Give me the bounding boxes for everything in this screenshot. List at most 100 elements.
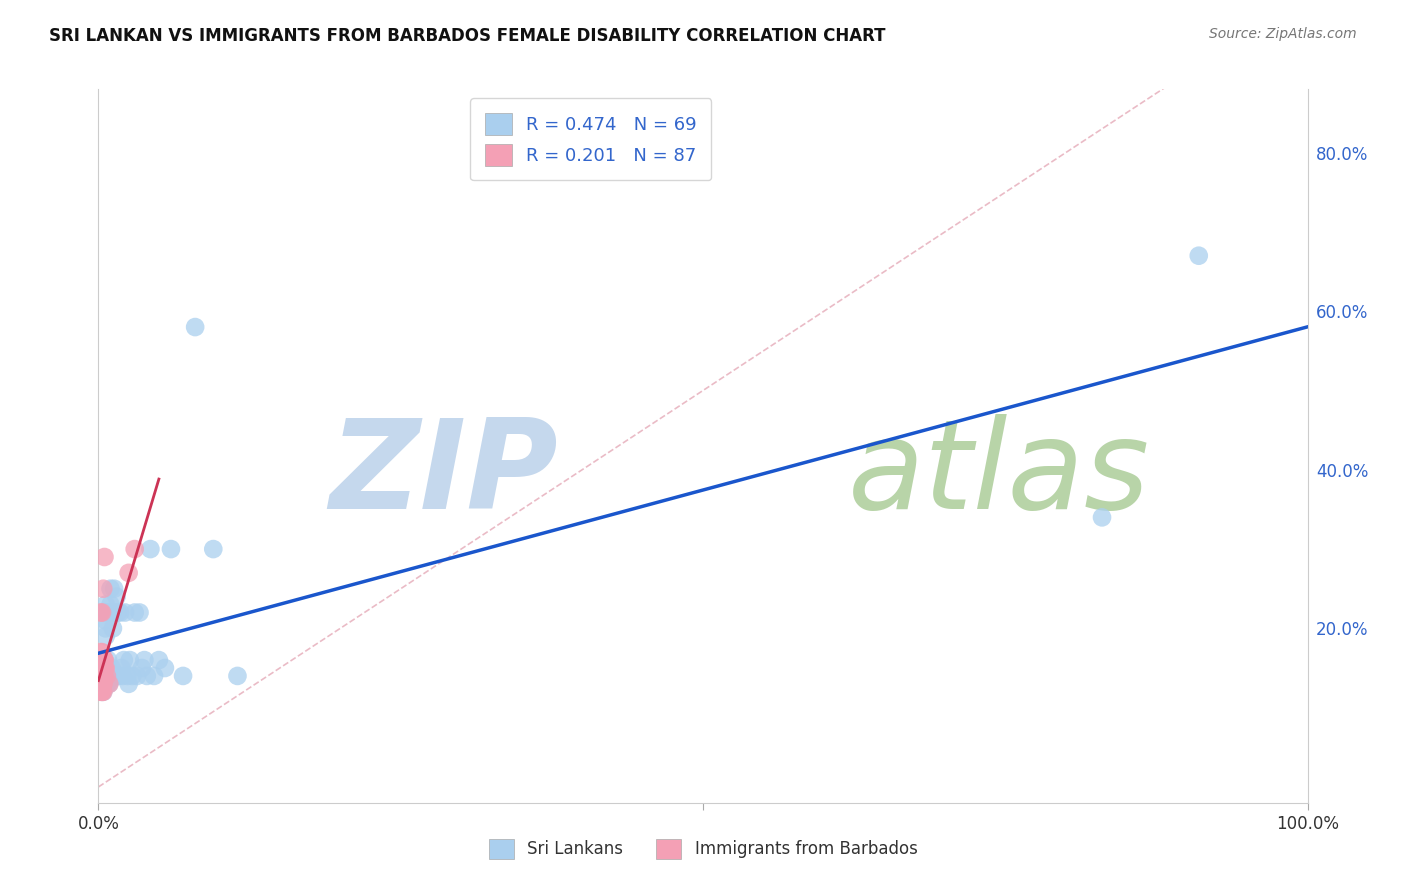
Point	[91, 677, 114, 691]
Point	[90, 677, 112, 691]
Point	[93, 606, 115, 620]
Point	[172, 669, 194, 683]
Point	[91, 661, 114, 675]
Point	[97, 653, 120, 667]
Point	[91, 669, 114, 683]
Point	[121, 669, 143, 683]
Point	[96, 669, 118, 683]
Point	[91, 669, 114, 683]
Point	[90, 653, 112, 667]
Point	[91, 653, 114, 667]
Point	[1188, 249, 1211, 263]
Point	[91, 685, 114, 699]
Point	[105, 590, 128, 604]
Point	[91, 669, 114, 683]
Point	[91, 661, 114, 675]
Point	[96, 606, 118, 620]
Point	[91, 669, 114, 683]
Point	[131, 661, 153, 675]
Point	[91, 669, 114, 683]
Point	[93, 661, 115, 675]
Point	[91, 653, 114, 667]
Point	[91, 685, 114, 699]
Point	[98, 669, 121, 683]
Point	[91, 653, 114, 667]
Point	[124, 542, 146, 557]
Point	[91, 653, 114, 667]
Point	[98, 677, 121, 691]
Point	[91, 669, 114, 683]
Point	[127, 669, 149, 683]
Point	[118, 677, 141, 691]
Point	[91, 653, 114, 667]
Point	[93, 661, 115, 675]
Point	[100, 669, 122, 683]
Point	[91, 661, 114, 675]
Point	[91, 661, 114, 675]
Point	[100, 661, 122, 675]
Point	[91, 677, 114, 691]
Point	[97, 661, 120, 675]
Point	[91, 669, 114, 683]
Point	[91, 653, 114, 667]
Point	[91, 661, 114, 675]
Point	[103, 582, 125, 596]
Point	[101, 606, 124, 620]
Point	[91, 669, 114, 683]
Point	[104, 669, 127, 683]
Point	[112, 653, 135, 667]
Point	[111, 669, 134, 683]
Point	[107, 606, 129, 620]
Point	[100, 582, 122, 596]
Point	[91, 645, 114, 659]
Point	[91, 653, 114, 667]
Point	[91, 661, 114, 675]
Point	[91, 661, 114, 675]
Point	[108, 606, 131, 620]
Point	[90, 653, 112, 667]
Point	[91, 669, 114, 683]
Point	[110, 661, 132, 675]
Point	[90, 677, 112, 691]
Point	[91, 653, 114, 667]
Point	[89, 661, 111, 675]
Point	[93, 653, 115, 667]
Point	[94, 621, 117, 635]
Point	[89, 653, 111, 667]
Point	[91, 677, 114, 691]
Point	[94, 629, 117, 643]
Point	[91, 677, 114, 691]
Point	[96, 677, 118, 691]
Point	[91, 685, 114, 699]
Point	[91, 669, 114, 683]
Text: atlas: atlas	[848, 414, 1150, 535]
Point	[118, 566, 141, 580]
Point	[91, 653, 114, 667]
Point	[202, 542, 225, 557]
Point	[91, 669, 114, 683]
Point	[90, 645, 112, 659]
Point	[91, 653, 114, 667]
Point	[97, 677, 120, 691]
Point	[90, 669, 112, 683]
Point	[90, 653, 112, 667]
Text: SRI LANKAN VS IMMIGRANTS FROM BARBADOS FEMALE DISABILITY CORRELATION CHART: SRI LANKAN VS IMMIGRANTS FROM BARBADOS F…	[49, 27, 886, 45]
Point	[91, 653, 114, 667]
Point	[91, 661, 114, 675]
Point	[91, 677, 114, 691]
Point	[143, 669, 166, 683]
Point	[101, 621, 124, 635]
Point	[96, 661, 118, 675]
Point	[91, 653, 114, 667]
Point	[148, 653, 170, 667]
Point	[91, 582, 114, 596]
Point	[91, 653, 114, 667]
Point	[91, 653, 114, 667]
Point	[90, 685, 112, 699]
Point	[91, 669, 114, 683]
Point	[124, 606, 146, 620]
Point	[91, 661, 114, 675]
Point	[91, 661, 114, 675]
Point	[91, 669, 114, 683]
Point	[93, 661, 115, 675]
